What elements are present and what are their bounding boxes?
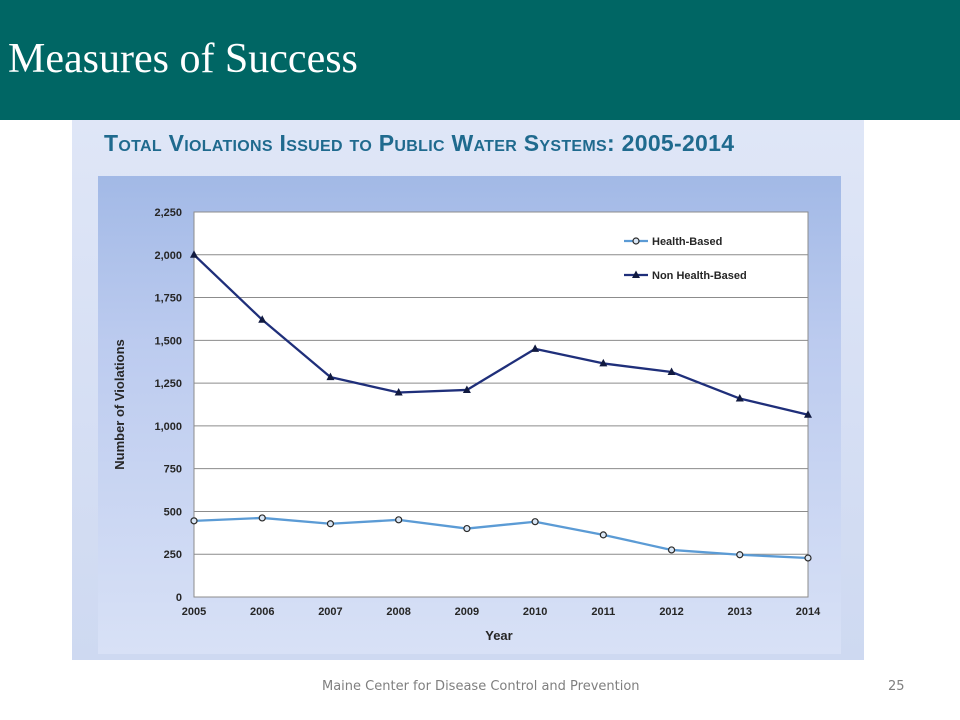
data-point-health-based	[326, 520, 335, 528]
legend-marker-non-health-based	[632, 270, 640, 278]
x-tick-label: 2010	[523, 606, 547, 618]
data-point-non-health-based	[394, 388, 403, 396]
chart-area: 0 250 500 750 1,000 1,250 1,500 1,750 2,000 2,250…	[98, 176, 841, 654]
x-tick-label: 2005	[182, 606, 206, 618]
x-axis-label: Year	[485, 628, 512, 643]
slide-header: Measures of Success	[0, 0, 960, 120]
data-point-non-health-based	[531, 344, 540, 352]
data-point-health-based	[736, 551, 744, 559]
legend-label: Health-Based	[652, 236, 722, 248]
legend-label: Non Health-Based	[652, 270, 747, 282]
x-tick-label: 2012	[659, 606, 683, 618]
x-tick-label: 2009	[455, 606, 479, 618]
data-point-health-based	[804, 554, 812, 562]
data-point-non-health-based	[258, 315, 267, 323]
y-tick-label: 1,000	[154, 421, 182, 433]
line-chart: 0 250 500 750 1,000 1,250 1,500 1,750 2,000 2,250…	[112, 207, 821, 643]
data-point-health-based	[395, 516, 403, 524]
data-point-health-based	[463, 524, 471, 533]
x-tick-label: 2014	[796, 606, 821, 618]
data-point-non-health-based	[667, 367, 676, 375]
y-tick-label: 1,500	[154, 335, 182, 347]
y-tick-label: 250	[164, 549, 182, 561]
data-point-non-health-based	[804, 410, 812, 418]
series-line-health-based	[193, 516, 809, 560]
data-point-health-based	[258, 514, 266, 522]
data-point-non-health-based	[190, 250, 198, 258]
footer-organization: Maine Center for Disease Control and Pre…	[322, 679, 640, 694]
data-point-non-health-based	[599, 358, 608, 367]
chart-title: Total Violations Issued to Public Water …	[104, 130, 735, 156]
data-point-health-based	[531, 518, 539, 526]
data-point-health-based	[190, 517, 198, 525]
series-line-non-health-based	[193, 253, 809, 416]
y-tick-label: 1,250	[154, 378, 182, 390]
y-axis-label: Number of Violations	[112, 339, 127, 470]
x-tick-label: 2008	[386, 606, 410, 618]
data-point-non-health-based	[735, 394, 744, 402]
slide-footer: Maine Center for Disease Control and Pre…	[0, 679, 960, 699]
x-tick-label: 2011	[591, 606, 615, 618]
data-point-non-health-based	[462, 385, 471, 393]
y-tick-label: 2,250	[154, 207, 182, 219]
y-tick-label: 2,000	[154, 250, 182, 262]
y-tick-label: 750	[164, 464, 182, 476]
x-tick-label: 2006	[250, 606, 274, 618]
plot-area	[193, 211, 809, 598]
slide-title: Measures of Success	[8, 36, 358, 82]
page-number: 25	[888, 679, 905, 694]
legend-marker-health-based	[632, 237, 640, 245]
y-tick-label: 0	[176, 592, 182, 604]
x-tick-label: 2013	[728, 606, 752, 618]
data-point-non-health-based	[326, 372, 335, 381]
y-tick-label: 1,750	[154, 293, 182, 305]
data-point-health-based	[599, 531, 607, 539]
chart-panel: Total Violations Issued to Public Water …	[72, 120, 864, 660]
y-tick-label: 500	[164, 506, 182, 518]
data-point-health-based	[667, 546, 676, 554]
x-tick-label: 2007	[318, 606, 342, 618]
